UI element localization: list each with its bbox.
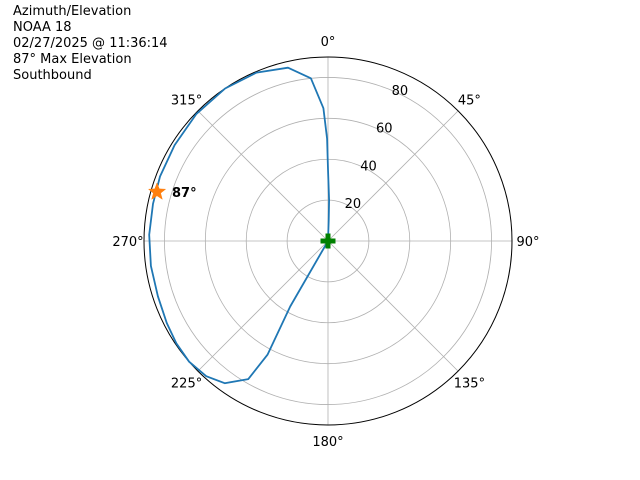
r-tick-label: 40 [360,159,377,174]
max-elevation-star [147,182,167,200]
theta-tick-label: 45° [458,94,481,109]
title-line-3: 02/27/2025 @ 11:36:14 [13,36,168,51]
polar-frame [143,56,513,426]
current-position-marker [320,233,336,249]
theta-tick-label: 135° [454,376,485,391]
title-line-2: NOAA 18 [13,20,72,35]
r-tick-label: 20 [345,197,362,212]
grid-spoke [197,240,329,372]
r-tick-label: 80 [392,84,409,99]
theta-tick-label: 90° [516,235,539,250]
satellite-track-line [148,66,330,385]
grid-spoke [327,240,459,372]
theta-tick-label: 270° [112,235,143,250]
title-line-1: Azimuth/Elevation [13,4,132,19]
title-line-5: Southbound [13,68,92,83]
grid-spoke [197,110,329,242]
theta-tick-label: 315° [171,94,202,109]
r-tick-label: 60 [376,122,393,137]
theta-tick-label: 180° [312,435,343,450]
grid-spoke [327,110,459,242]
theta-tick-label: 225° [171,376,202,391]
chart-title: Azimuth/Elevation NOAA 18 02/27/2025 @ 1… [13,4,168,84]
theta-tick-label: 0° [321,35,336,50]
title-line-4: 87° Max Elevation [13,52,132,67]
max-elevation-label: 87° [172,186,197,201]
